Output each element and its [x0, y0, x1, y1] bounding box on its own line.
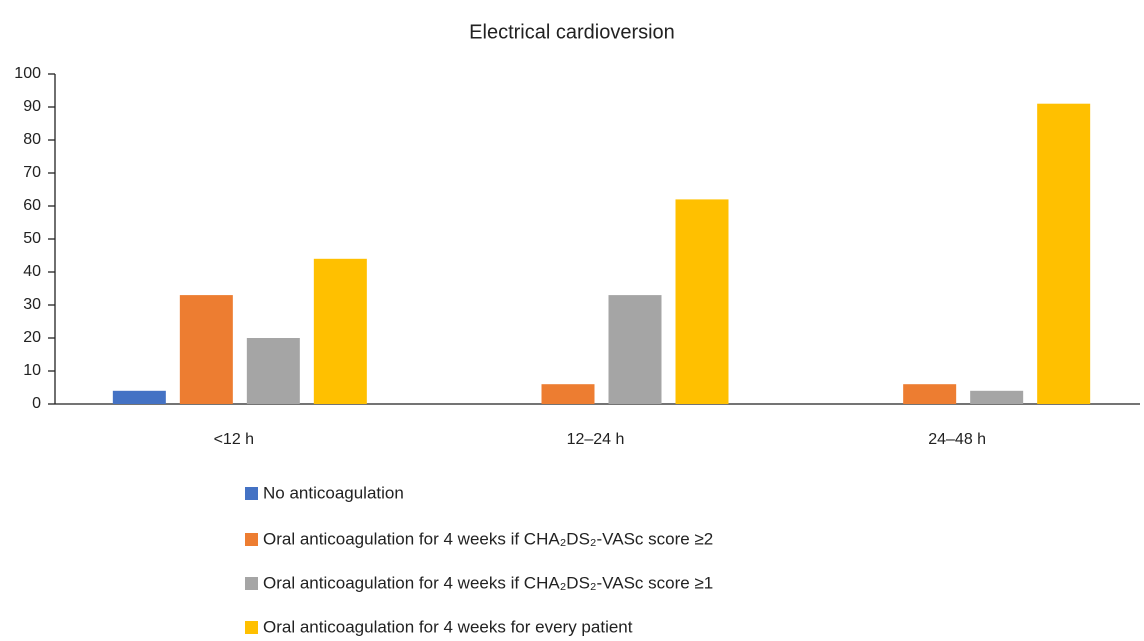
y-tick-label: 0 — [32, 395, 41, 412]
bar — [179, 295, 233, 404]
bar — [246, 338, 300, 404]
bar — [1037, 103, 1091, 404]
legend-swatch — [245, 577, 258, 590]
bar — [903, 384, 957, 404]
x-tick-label: 12–24 h — [567, 431, 625, 448]
y-tick-label: 50 — [23, 230, 41, 247]
y-tick-label: 40 — [23, 263, 41, 280]
y-tick-label: 30 — [23, 296, 41, 313]
legend-swatch — [245, 533, 258, 546]
bar — [675, 199, 729, 404]
y-tick-label: 80 — [23, 131, 41, 148]
legend-label: Oral anticoagulation for 4 weeks if CHA₂… — [263, 573, 713, 592]
bar — [541, 384, 595, 404]
y-tick-label: 100 — [14, 65, 41, 82]
y-tick-label: 70 — [23, 164, 41, 181]
legend-label: Oral anticoagulation for 4 weeks if CHA₂… — [263, 529, 713, 548]
x-tick-label: <12 h — [214, 431, 254, 448]
bar — [112, 390, 166, 404]
y-tick-label: 60 — [23, 197, 41, 214]
legend-label: Oral anticoagulation for 4 weeks for eve… — [263, 617, 633, 636]
y-tick-label: 20 — [23, 329, 41, 346]
bar — [313, 258, 367, 404]
y-tick-label: 10 — [23, 362, 41, 379]
bar — [970, 390, 1024, 404]
legend-swatch — [245, 487, 258, 500]
legend-label: No anticoagulation — [263, 483, 404, 502]
chart-title: Electrical cardioversion — [469, 21, 675, 43]
y-tick-label: 90 — [23, 98, 41, 115]
legend-swatch — [245, 621, 258, 634]
bar — [608, 295, 662, 404]
x-tick-label: 24–48 h — [928, 431, 986, 448]
